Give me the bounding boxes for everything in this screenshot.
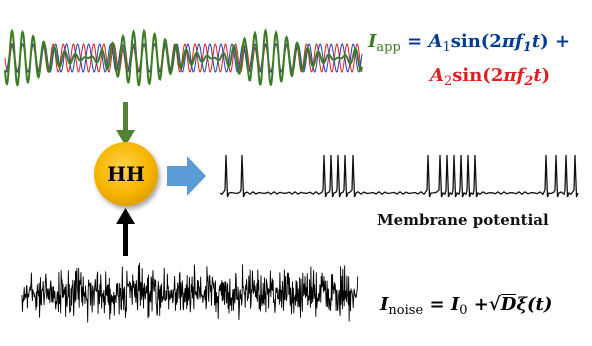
term2-amplitude: A [430, 65, 444, 86]
i0-subscript: 0 [459, 303, 468, 318]
sqrt-sign: √ [488, 294, 501, 315]
green-sum-signal [4, 28, 363, 87]
membrane-potential-trace [219, 154, 579, 198]
iapp-symbol: Iapp [368, 31, 401, 56]
inoise-symbol: I [380, 294, 389, 315]
term1-amplitude: A [428, 31, 443, 52]
term2-sin: sin(2 [452, 65, 504, 86]
term1-freq: f [515, 31, 523, 52]
noise-current-equation: Inoise = I0 +√Dξ(t) [380, 294, 553, 318]
term1-t: t [531, 31, 541, 52]
term2-pi: π [503, 65, 517, 86]
blue-right-arrow [167, 156, 206, 196]
xi-argument: (t) [527, 294, 553, 315]
i0-symbol: I [450, 294, 460, 315]
hh-label: HH [107, 162, 145, 186]
membrane-potential-label: Membrane potential [377, 211, 549, 229]
plus-sign: + [473, 294, 489, 315]
term2-freq: f [516, 65, 525, 86]
term1-freq-sub: 1 [522, 40, 532, 55]
applied-current-equation-line1: Iapp = A1sin(2πf1t) + [368, 31, 571, 56]
green-down-arrow [116, 102, 135, 146]
xi-symbol: ξ [516, 294, 528, 315]
iapp-equals: = [407, 31, 423, 52]
term1-amplitude-sub: 1 [442, 40, 451, 55]
term2-freq-sub: 2 [524, 74, 534, 89]
term1-sin: sin(2 [450, 31, 502, 52]
hh-neuron-circle [94, 142, 158, 206]
inoise-subscript: noise [388, 303, 424, 318]
black-up-arrow [116, 208, 135, 256]
applied-current-equation-line2: A2sin(2πf2t) [430, 65, 551, 90]
term2-amplitude-sub: 2 [443, 74, 453, 89]
d-symbol: D [500, 294, 517, 315]
noise-signal [21, 262, 359, 323]
term2-t: t [533, 65, 542, 86]
term1-pi: π [501, 31, 516, 52]
applied-current-signal [4, 28, 363, 87]
inoise-equals: = [429, 294, 445, 315]
term2-close: ) [541, 65, 551, 86]
term1-close: ) + [540, 31, 571, 52]
